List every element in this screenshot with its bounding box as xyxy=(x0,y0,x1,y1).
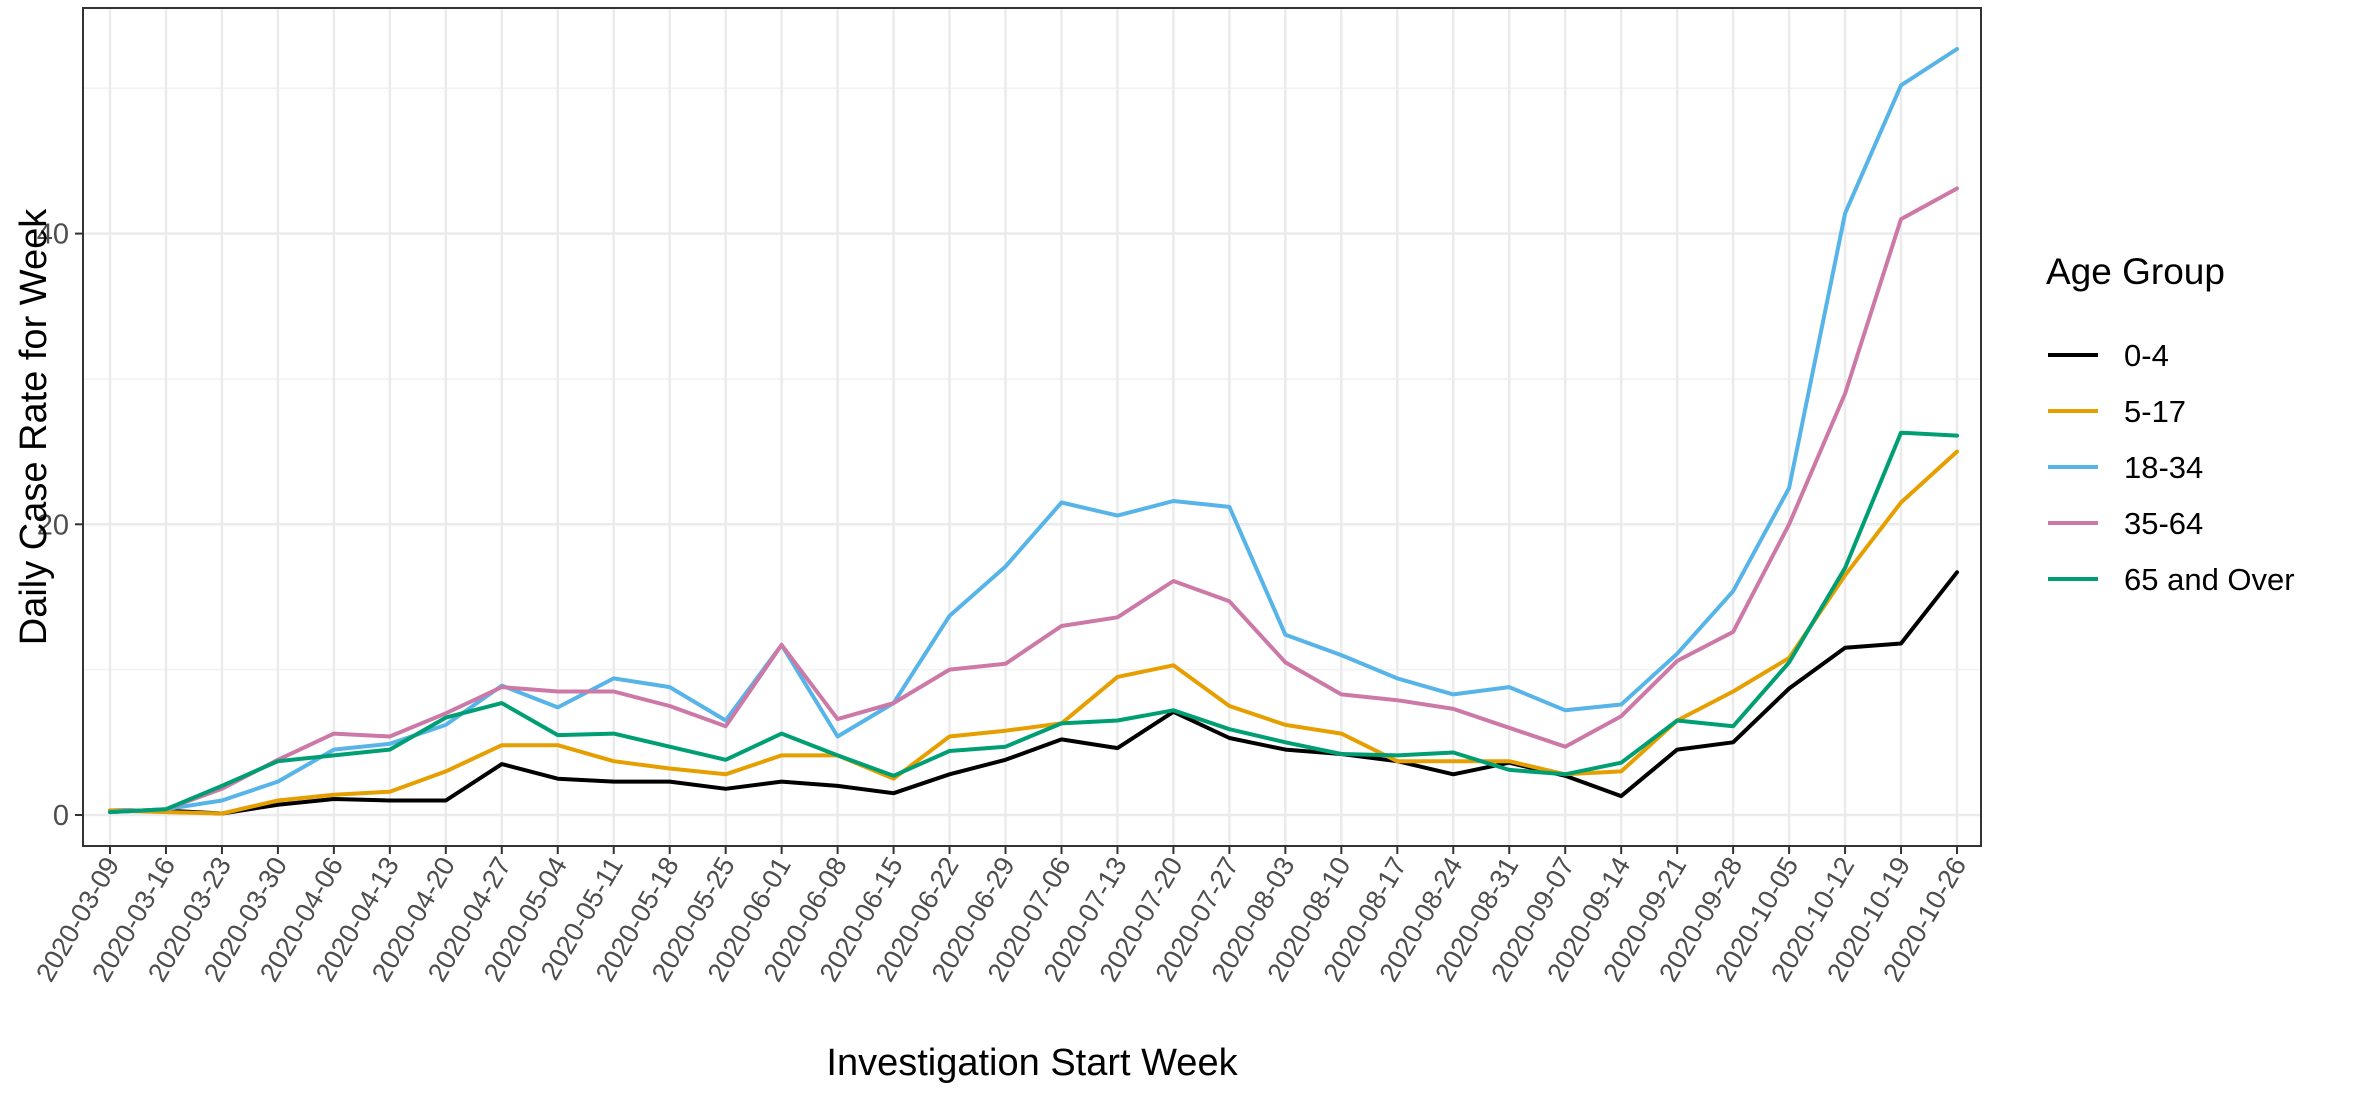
legend-label: 35-64 xyxy=(2124,506,2203,541)
x-axis: 2020-03-092020-03-162020-03-232020-03-30… xyxy=(30,846,1972,987)
x-axis-title: Investigation Start Week xyxy=(826,1042,1238,1084)
legend-label: 0-4 xyxy=(2124,338,2169,373)
y-tick-label: 0 xyxy=(53,800,69,832)
legend-label: 65 and Over xyxy=(2124,562,2295,597)
plot-background xyxy=(83,8,1981,846)
legend-label: 5-17 xyxy=(2124,394,2186,429)
legend-label: 18-34 xyxy=(2124,450,2203,485)
y-axis-title: Daily Case Rate for Week xyxy=(13,208,55,645)
legend: Age Group 0-4 5-17 18-34 35-64 65 and Over xyxy=(2046,251,2295,597)
legend-title: Age Group xyxy=(2046,251,2225,292)
